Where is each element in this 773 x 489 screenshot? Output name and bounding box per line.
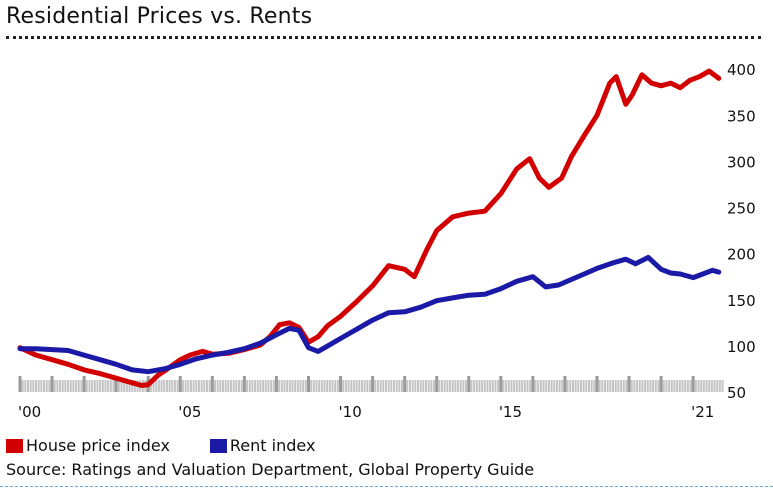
x-tick-label: '15 — [499, 403, 522, 421]
legend-item-rent: Rent index — [209, 436, 316, 455]
y-tick-label: 100 — [727, 338, 756, 356]
title-divider — [6, 36, 761, 39]
legend-label-rent: Rent index — [229, 436, 316, 455]
chart-legend: House price index Rent index — [6, 436, 315, 455]
x-tick-label: '10 — [339, 403, 362, 421]
legend-swatch-house-price — [6, 438, 23, 453]
y-tick-label: 200 — [727, 246, 756, 264]
y-tick-label: 400 — [727, 61, 756, 79]
y-tick-label: 250 — [727, 200, 756, 218]
x-tick-label: '05 — [178, 403, 201, 421]
house-price-line — [17, 68, 722, 388]
y-tick-label: 300 — [727, 153, 756, 171]
x-tick-label: '00 — [18, 403, 41, 421]
x-tick-label: '21 — [691, 403, 714, 421]
legend-item-house-price: House price index — [6, 436, 170, 455]
legend-swatch-rent — [209, 438, 227, 453]
y-tick-label: 350 — [727, 107, 756, 125]
rent-index-line — [17, 254, 722, 375]
legend-label-house-price: House price index — [26, 436, 170, 455]
chart-source: Source: Ratings and Valuation Department… — [6, 460, 535, 479]
chart-title: Residential Prices vs. Rents — [6, 4, 313, 29]
bottom-divider — [0, 486, 773, 487]
y-tick-label: 150 — [727, 292, 756, 310]
y-tick-label: 50 — [727, 384, 746, 402]
